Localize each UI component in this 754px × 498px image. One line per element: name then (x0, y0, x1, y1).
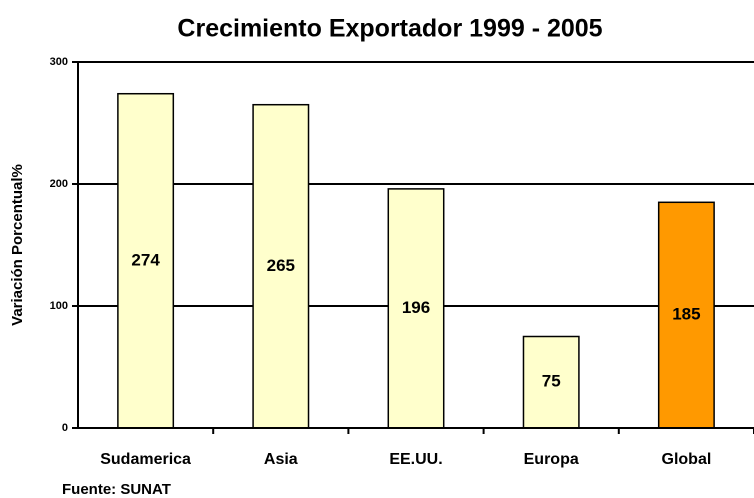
bar (117, 92, 175, 429)
y-tick-label: 200 (50, 178, 68, 190)
y-tick-label: 100 (50, 300, 68, 312)
y-tick-label: 300 (50, 56, 68, 68)
data-label: 274 (131, 250, 160, 269)
bar (387, 188, 445, 429)
x-tick-label: Europa (524, 451, 579, 468)
x-tick-label: EE.UU. (389, 451, 442, 468)
chart-title: Crecimiento Exportador 1999 - 2005 (177, 15, 602, 43)
x-tick-label: Sudamerica (100, 451, 191, 468)
y-tick-label: 0 (62, 422, 68, 434)
x-tick-label: Asia (264, 451, 298, 468)
source: Fuente: SUNAT (62, 481, 171, 498)
data-label: 265 (267, 256, 295, 275)
data-label: 185 (672, 305, 700, 324)
data-label: 75 (542, 372, 561, 391)
y-axis-label: Variación Porcentual% (9, 164, 26, 326)
bar (657, 201, 715, 429)
data-label: 196 (402, 298, 430, 317)
x-tick-label: Global (662, 451, 712, 468)
